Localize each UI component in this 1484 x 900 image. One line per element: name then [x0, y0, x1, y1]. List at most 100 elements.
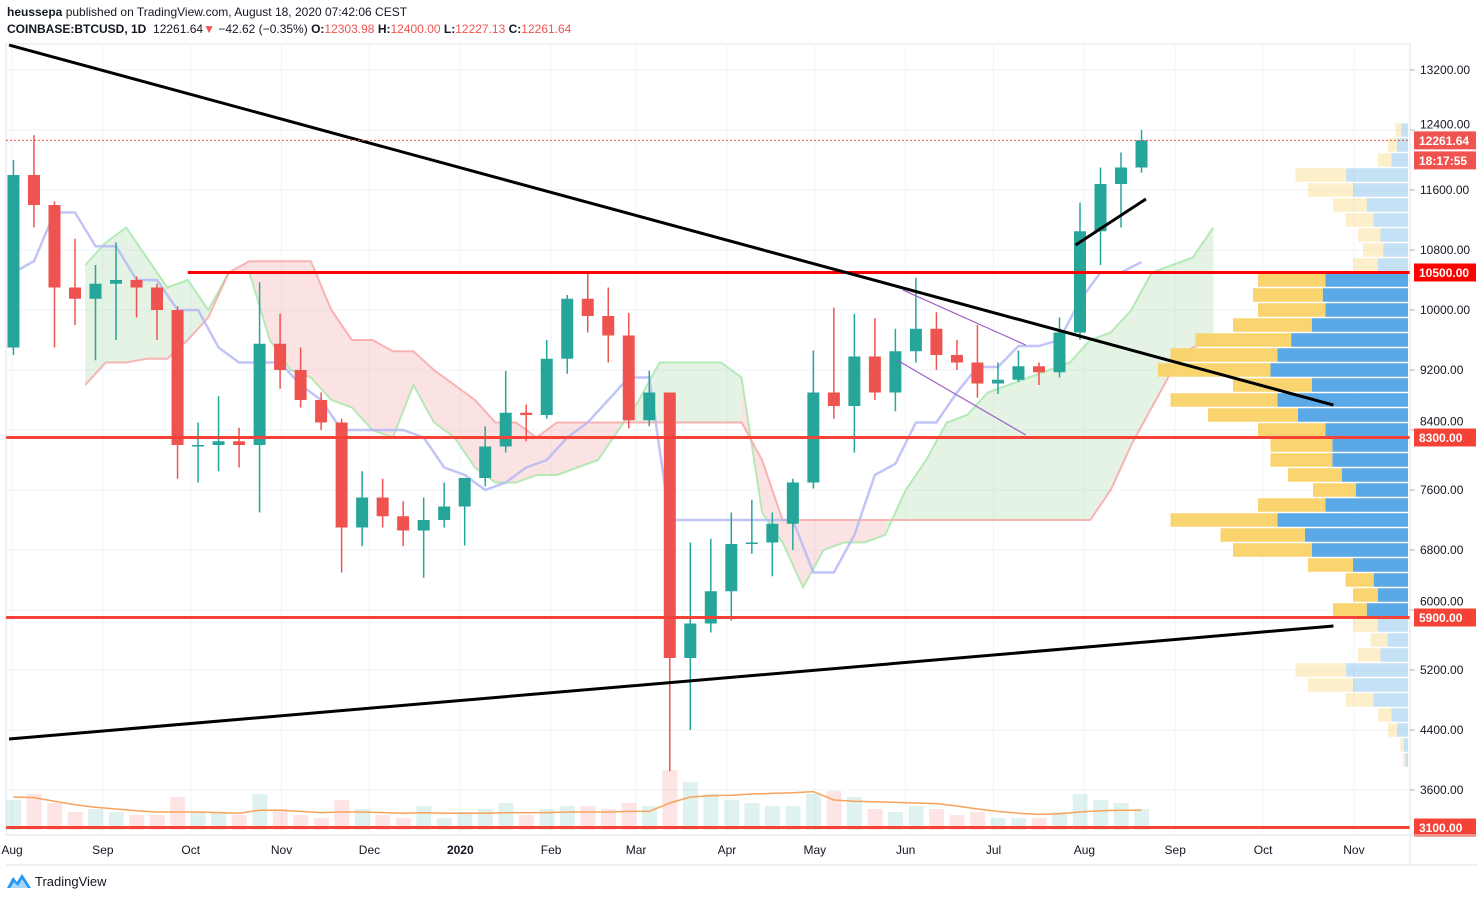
volume-profile-up-bar: [1277, 513, 1408, 527]
candle-body: [1012, 366, 1025, 380]
cloud-segment: [946, 415, 968, 520]
volume-bar: [662, 770, 678, 830]
volume-bar: [744, 803, 760, 830]
volume-bar: [1093, 800, 1109, 830]
volume-profile-down-bar: [1170, 513, 1278, 527]
time-tick-label: Nov: [1343, 843, 1364, 857]
volume-bar: [621, 803, 637, 830]
time-tick-label: Aug: [1, 843, 22, 857]
volume-profile-down-bar: [1270, 453, 1333, 467]
volume-bar: [929, 809, 945, 830]
candle-body: [27, 175, 40, 205]
volume-profile-down-bar: [1288, 468, 1342, 482]
volume-profile-up-bar: [1277, 348, 1408, 362]
volume-profile-down-bar: [1345, 573, 1374, 587]
volume-profile-up-bar: [1405, 753, 1408, 767]
cloud-segment: [905, 460, 927, 520]
volume-profile-up-bar: [1401, 123, 1408, 137]
candle-body: [540, 358, 553, 415]
cloud-segment: [1049, 362, 1070, 520]
level-price-tag: [1414, 263, 1476, 282]
price-tick-label: 12400.00: [1420, 117, 1470, 131]
volume-profile-down-bar: [1353, 618, 1378, 632]
level-price-tag: [1414, 428, 1476, 447]
high-value: 12400.00: [390, 22, 441, 36]
grid: [5, 43, 1411, 836]
cloud-segment: [680, 362, 701, 423]
candle-body: [561, 298, 574, 359]
candle-body: [438, 506, 451, 520]
volume-profile-down-bar: [1353, 588, 1378, 602]
price-tick-label: 6000.00: [1420, 595, 1464, 609]
volume-profile-down-bar: [1358, 228, 1381, 242]
time-tick-label: Apr: [718, 843, 737, 857]
candles: [7, 130, 1148, 772]
trendline[interactable]: [1074, 197, 1147, 247]
volume-profile-up-bar: [1377, 258, 1408, 272]
volume-profile-up-bar: [1311, 318, 1408, 332]
candle-body: [1135, 140, 1148, 168]
time-tick-label: 2020: [447, 843, 474, 857]
trendline[interactable]: [902, 289, 1027, 346]
volume-profile-up-bar: [1353, 183, 1408, 197]
time-tick-label: Aug: [1074, 843, 1095, 857]
close-value: 12261.64: [521, 22, 572, 36]
volume-bar: [457, 812, 473, 830]
candle-body: [745, 542, 758, 544]
volume-profile-up-bar: [1373, 693, 1408, 707]
time-tick-label: Sep: [92, 843, 114, 857]
volume-bar: [477, 809, 493, 830]
time-axis[interactable]: Aug Sep Oct Nov Dec 2020 Feb Mar Apr May Jun Jul Aug…: [1, 834, 1478, 866]
volume-bar: [806, 794, 822, 830]
volume-profile-down-bar: [1295, 168, 1347, 182]
price-axis[interactable]: 13200.00 12400.00 11600.00 10800.00 10000.00…: [1409, 44, 1476, 865]
volume-profile-up-bar: [1391, 153, 1408, 167]
volume-bar: [1113, 803, 1129, 830]
volume-profile-down-bar: [1208, 408, 1298, 422]
volume-profile-up-bar: [1325, 423, 1408, 437]
volume-profile-down-bar: [1400, 738, 1404, 752]
volume-bar: [272, 809, 288, 830]
volume-bar: [970, 812, 986, 830]
volume-bar: [190, 812, 206, 830]
volume-bar: [6, 800, 22, 830]
cloud-segment: [1131, 272, 1152, 445]
symbol-name[interactable]: COINBASE:BTCUSD, 1D: [7, 22, 147, 36]
trendline[interactable]: [8, 43, 1334, 407]
kijun-line: [12, 211, 1143, 574]
volume-profile-up-bar: [1322, 288, 1408, 302]
volume-profile-down-bar: [1170, 348, 1278, 362]
cloud-segment: [454, 385, 475, 468]
volume-profile: [1158, 123, 1408, 767]
candle-body: [766, 523, 779, 543]
volume-profile-down-bar: [1258, 498, 1326, 512]
price-tick-label: 5200.00: [1420, 663, 1464, 677]
price-tick-label: 9200.00: [1420, 363, 1464, 377]
cloud-segment: [1172, 257, 1193, 370]
cloud-segment: [700, 362, 722, 423]
volume-bar: [67, 812, 83, 830]
volume-profile-down-bar: [1253, 288, 1323, 302]
cloud-segment: [1028, 370, 1050, 520]
candle-body: [110, 280, 123, 284]
cloud-segment: [967, 392, 988, 520]
candle-body: [499, 412, 512, 447]
candle-body: [294, 370, 307, 400]
author-name[interactable]: heussepa: [7, 5, 63, 19]
volume-profile-down-bar: [1170, 393, 1278, 407]
drawings[interactable]: [6, 43, 1410, 829]
tradingview-logo[interactable]: TradingView: [6, 873, 107, 889]
high-label: H:: [377, 22, 391, 36]
bar-countdown-tag: [1414, 151, 1476, 170]
trendline[interactable]: [896, 359, 1027, 436]
candle-body: [89, 283, 102, 299]
volume-profile-down-bar: [1378, 708, 1392, 722]
volume-profile-up-bar: [1373, 213, 1408, 227]
trendline[interactable]: [8, 624, 1334, 741]
volume-profile-up-bar: [1291, 333, 1408, 347]
volume-profile-up-bar: [1304, 528, 1408, 542]
cloud-segment: [331, 310, 352, 408]
logo-text: TradingView: [35, 873, 107, 889]
level-price-tag: [1414, 818, 1476, 837]
